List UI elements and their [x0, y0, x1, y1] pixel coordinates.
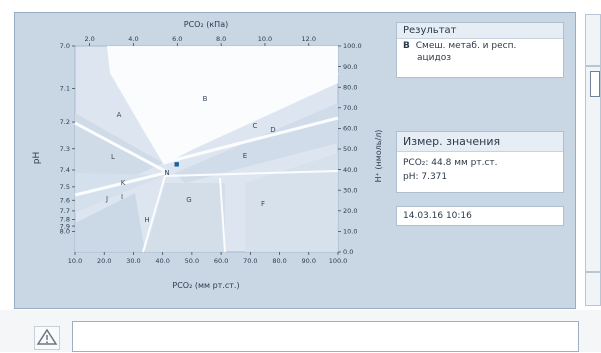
measured-ph: pH: 7.371	[403, 172, 448, 182]
x-tick-label: 40.0	[155, 257, 169, 265]
right-tick-label: 60.0	[343, 125, 357, 133]
region-label-l: L	[111, 153, 115, 161]
ph-tick-label: 8.0	[60, 228, 70, 236]
diagnostic-regions	[74, 46, 339, 253]
region-label-a: A	[117, 111, 122, 119]
result-text-line1: Смеш. метаб. и респ.	[415, 41, 517, 51]
result-line: B Смеш. метаб. и респ.	[397, 39, 563, 53]
x-tick-label: 30.0	[126, 257, 140, 265]
region-label-d: D	[270, 126, 275, 134]
ph-tick-label: 7.1	[60, 85, 70, 93]
ph-tick-label: 7.7	[60, 207, 70, 215]
top-tick-label: 2.0	[84, 35, 94, 43]
warning-button[interactable]	[34, 326, 60, 350]
h-plus-axis-title: H⁺ (нмоль/л)	[374, 130, 383, 183]
right-edge-panel-bottom[interactable]	[585, 272, 601, 306]
ph-tick-label: 7.4	[60, 166, 70, 174]
top-tick-label: 8.0	[216, 35, 226, 43]
x-tick-label: 60.0	[214, 257, 228, 265]
right-tick-label: 50.0	[343, 145, 357, 153]
x-tick-label: 70.0	[243, 257, 257, 265]
right-edge-panel-middle[interactable]	[585, 66, 601, 272]
right-tick-label: 0.0	[343, 248, 353, 256]
ph-tick-label: 7.8	[60, 216, 70, 224]
x-tick-label: 90.0	[302, 257, 316, 265]
ph-tick-label: 7.9	[60, 222, 70, 230]
right-edge-panel-top	[585, 14, 601, 66]
right-tick-label: 40.0	[343, 166, 357, 174]
ph-tick-label: 7.6	[60, 196, 70, 204]
right-tick-label: 10.0	[343, 228, 357, 236]
result-code: B	[403, 41, 410, 51]
right-tick-label: 30.0	[343, 186, 357, 194]
measured-values-card: Измер. значения PCO₂: 44.8 мм рт.ст. pH:…	[396, 131, 564, 193]
ph-tick-label: 7.3	[60, 145, 70, 153]
x-tick-label: 100.0	[329, 257, 348, 265]
region-label-k: K	[121, 179, 126, 187]
acid-base-panel: 10.0 20.0 30.0 40.0 50.0 60.0 70.0 80.0 90.0 100.…	[14, 12, 576, 309]
region-label-i: I	[121, 193, 123, 201]
region-label-h: H	[144, 216, 149, 224]
ph-axis-title: pH	[32, 152, 42, 164]
x-tick-label: 20.0	[97, 257, 111, 265]
right-tick-label: 70.0	[343, 104, 357, 112]
right-tick-label: 100.0	[343, 42, 362, 50]
right-tick-label: 80.0	[343, 83, 357, 91]
result-text-line2: ацидоз	[417, 53, 452, 63]
region-label-f: F	[261, 200, 265, 208]
timestamp: 14.03.16 10:16	[403, 211, 472, 221]
top-tick-label: 12.0	[302, 35, 316, 43]
right-tick-label: 20.0	[343, 207, 357, 215]
measured-card-title: Измер. значения	[397, 132, 563, 152]
x-tick-label: 80.0	[272, 257, 286, 265]
top-tick-label: 10.0	[258, 35, 272, 43]
region-label-g: G	[186, 196, 191, 204]
top-axis-title: PCO₂ (кПа)	[184, 20, 228, 29]
x-axis-title: PCO₂ (мм рт.ст.)	[172, 281, 239, 290]
x-tick-label: 50.0	[185, 257, 199, 265]
region-label-c: C	[253, 122, 258, 130]
ph-tick-label: 7.0	[60, 42, 70, 50]
right-edge-button[interactable]	[590, 71, 600, 97]
region-label-j: J	[105, 195, 108, 203]
result-card-title: Результат	[397, 23, 563, 39]
measured-pco2: PCO₂: 44.8 мм рт.ст.	[403, 158, 498, 168]
ph-tick-label: 7.5	[60, 183, 70, 191]
region-label-b: B	[203, 95, 208, 103]
region-label-e: E	[243, 152, 247, 160]
timestamp-card: 14.03.16 10:16	[396, 206, 564, 226]
result-card: Результат B Смеш. метаб. и респ. ацидоз	[396, 22, 564, 78]
measured-point	[174, 162, 179, 167]
message-box	[72, 321, 579, 352]
ph-tick-label: 7.2	[60, 118, 70, 126]
warning-triangle-icon	[36, 328, 58, 345]
right-tick-label: 90.0	[343, 63, 357, 71]
region-label-n: N	[164, 169, 169, 177]
top-tick-label: 4.0	[128, 35, 138, 43]
x-tick-label: 10.0	[68, 257, 82, 265]
acid-base-chart: 10.0 20.0 30.0 40.0 50.0 60.0 70.0 80.0 90.0 100.…	[32, 20, 383, 290]
top-tick-label: 6.0	[172, 35, 182, 43]
